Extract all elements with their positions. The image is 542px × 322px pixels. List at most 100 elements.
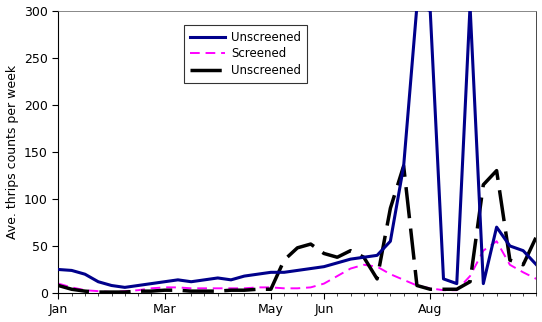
Unscreened <box>95 290 101 294</box>
Unscreened <box>68 287 75 291</box>
Unscreened <box>294 246 301 250</box>
Unscreened <box>440 287 447 291</box>
Line: Unscreened: Unscreened <box>59 166 537 292</box>
Unscreened <box>493 225 500 229</box>
Unscreened <box>334 261 340 265</box>
Unscreened <box>401 164 407 168</box>
Unscreened <box>533 263 540 267</box>
Unscreened <box>188 289 195 293</box>
Screened <box>108 290 115 294</box>
Unscreened <box>454 287 460 291</box>
Unscreened <box>374 253 380 257</box>
Screened <box>360 263 367 267</box>
Screened <box>401 278 407 282</box>
Y-axis label: Ave. thrips counts per week: Ave. thrips counts per week <box>5 65 18 239</box>
Unscreened <box>334 255 340 259</box>
Screened <box>334 274 340 278</box>
Unscreened <box>294 269 301 272</box>
Screened <box>121 289 128 293</box>
Unscreened <box>414 284 420 288</box>
Screened <box>307 285 314 289</box>
Unscreened <box>201 289 208 293</box>
Unscreened <box>55 268 62 271</box>
Unscreened <box>121 285 128 289</box>
Unscreened <box>321 265 327 269</box>
Unscreened <box>307 267 314 270</box>
Unscreened <box>520 249 526 252</box>
Unscreened <box>440 277 447 281</box>
Screened <box>148 286 154 290</box>
Screened <box>321 282 327 286</box>
Unscreened <box>467 4 473 8</box>
Unscreened <box>281 258 287 262</box>
Screened <box>201 286 208 290</box>
Unscreened <box>82 272 88 276</box>
Line: Screened: Screened <box>59 241 537 292</box>
Unscreened <box>321 251 327 255</box>
Unscreened <box>401 164 407 168</box>
Unscreened <box>268 287 274 291</box>
Screened <box>440 288 447 292</box>
Screened <box>95 289 101 293</box>
Screened <box>347 267 354 270</box>
Unscreened <box>162 280 168 284</box>
Unscreened <box>360 255 367 259</box>
Screened <box>55 282 62 286</box>
Unscreened <box>493 169 500 173</box>
Unscreened <box>414 4 420 8</box>
Unscreened <box>507 244 513 248</box>
Unscreened <box>387 206 393 210</box>
Unscreened <box>374 277 380 281</box>
Screened <box>188 286 195 290</box>
Line: Unscreened: Unscreened <box>59 6 537 287</box>
Screened <box>215 286 221 290</box>
Unscreened <box>520 263 526 267</box>
Screened <box>414 284 420 288</box>
Unscreened <box>241 274 248 278</box>
Screened <box>507 263 513 267</box>
Legend: Unscreened, Screened, Unscreened: Unscreened, Screened, Unscreened <box>184 25 307 83</box>
Unscreened <box>268 270 274 274</box>
Unscreened <box>108 284 115 288</box>
Screened <box>467 274 473 278</box>
Screened <box>268 285 274 289</box>
Unscreened <box>228 288 234 292</box>
Unscreened <box>135 284 141 288</box>
Unscreened <box>108 290 115 294</box>
Unscreened <box>95 280 101 284</box>
Screened <box>135 288 141 292</box>
Screened <box>68 285 75 289</box>
Screened <box>175 285 181 289</box>
Screened <box>82 288 88 292</box>
Unscreened <box>215 276 221 280</box>
Unscreened <box>148 289 154 293</box>
Screened <box>228 286 234 290</box>
Unscreened <box>427 287 434 291</box>
Unscreened <box>215 289 221 293</box>
Screened <box>374 265 380 269</box>
Screened <box>533 277 540 281</box>
Unscreened <box>480 183 487 187</box>
Unscreened <box>507 258 513 262</box>
Screened <box>427 286 434 290</box>
Unscreened <box>175 278 181 282</box>
Screened <box>162 285 168 289</box>
Unscreened <box>254 287 261 291</box>
Screened <box>387 272 393 276</box>
Unscreened <box>467 280 473 284</box>
Unscreened <box>162 288 168 292</box>
Unscreened <box>82 289 88 293</box>
Unscreened <box>347 257 354 261</box>
Unscreened <box>121 290 128 294</box>
Screened <box>281 286 287 290</box>
Screened <box>454 288 460 292</box>
Screened <box>520 270 526 274</box>
Unscreened <box>201 278 208 282</box>
Unscreened <box>360 255 367 259</box>
Unscreened <box>241 288 248 292</box>
Screened <box>254 285 261 289</box>
Unscreened <box>68 269 75 272</box>
Screened <box>493 239 500 243</box>
Unscreened <box>175 288 181 292</box>
Unscreened <box>533 235 540 239</box>
